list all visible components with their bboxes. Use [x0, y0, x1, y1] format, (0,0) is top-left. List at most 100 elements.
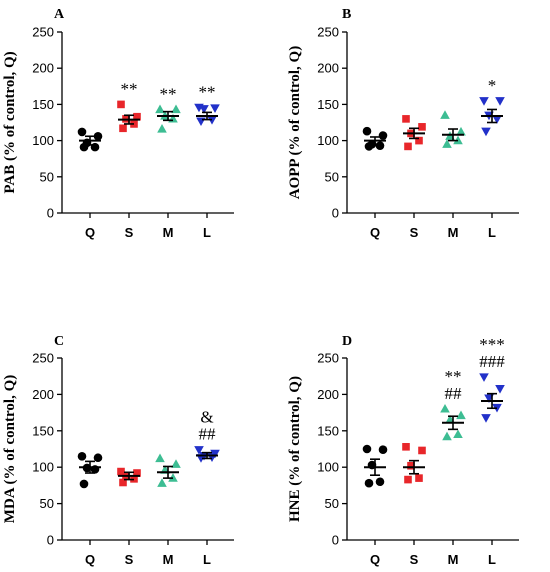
- data-point: [194, 446, 204, 455]
- data-point: [171, 459, 181, 468]
- panel-b: B AOPP (% of control, Q) 0 50 100 150 200 250 Q S…: [287, 7, 519, 240]
- panel-a: A PAB (% of control, Q) 0 50 100 150 200 250 Q S *…: [2, 7, 234, 240]
- data-point: [119, 124, 127, 133]
- data-point: [404, 142, 412, 151]
- data-point: [196, 117, 206, 127]
- significance-label: **: [199, 82, 216, 101]
- data-point: [402, 443, 410, 451]
- y-tick-label: 50: [325, 496, 339, 511]
- panel-letter: A: [54, 7, 65, 22]
- y-tick-label: 100: [32, 460, 54, 475]
- significance-label: *: [488, 76, 497, 95]
- significance-label: ***: [479, 335, 505, 354]
- y-axis-label: PAB (% of control, Q): [2, 51, 18, 193]
- y-tick-label: 150: [317, 423, 339, 438]
- y-tick-label: 0: [47, 533, 54, 548]
- x-tick-label: M: [448, 225, 459, 240]
- data-point: [479, 373, 489, 382]
- x-tick-label: Q: [85, 552, 95, 567]
- x-tick-label: L: [203, 225, 211, 240]
- data-point: [407, 461, 415, 470]
- y-tick-label: 250: [317, 25, 339, 40]
- data-point: [375, 477, 385, 487]
- significance-label: **: [121, 79, 138, 98]
- data-point: [79, 479, 89, 489]
- data-point: [77, 451, 87, 461]
- data-point: [415, 136, 423, 145]
- y-tick-label: 50: [40, 496, 54, 511]
- data-point: [155, 104, 165, 114]
- x-tick-label: L: [488, 225, 496, 240]
- y-tick-label: 100: [317, 460, 339, 475]
- y-axis-label: MDA (% of control, Q): [2, 375, 18, 523]
- y-tick-label: 250: [32, 351, 54, 366]
- y-tick-label: 250: [317, 351, 339, 366]
- data-point: [495, 97, 505, 106]
- data-point: [378, 131, 388, 140]
- data-point: [79, 142, 89, 152]
- data-point: [90, 142, 100, 152]
- data-point: [171, 104, 181, 114]
- panel-letter: C: [54, 334, 64, 349]
- y-tick-label: 0: [47, 206, 54, 221]
- x-tick-label: S: [410, 225, 419, 240]
- data-point: [481, 127, 491, 137]
- data-point: [364, 478, 374, 488]
- data-point: [415, 474, 423, 482]
- x-tick-label: Q: [370, 552, 380, 567]
- y-tick-label: 200: [32, 387, 54, 402]
- data-point: [157, 478, 167, 487]
- y-tick-label: 200: [317, 61, 339, 76]
- x-tick-label: L: [203, 552, 211, 567]
- x-tick-label: Q: [85, 225, 95, 240]
- y-tick-label: 50: [40, 169, 54, 184]
- data-point: [378, 445, 388, 455]
- data-point: [481, 414, 491, 423]
- x-tick-label: S: [410, 552, 419, 567]
- data-point: [77, 127, 87, 137]
- data-point: [456, 126, 466, 136]
- data-point: [133, 469, 141, 477]
- data-point: [495, 384, 505, 394]
- data-point: [440, 110, 450, 119]
- panel-c: C MDA (% of control, Q) 0 50 100 150 200 250 Q S M…: [2, 334, 234, 567]
- data-point: [117, 100, 125, 109]
- data-point: [453, 429, 463, 439]
- panel-d: D HNE (% of control, Q) 0 50 100 150 200 250 Q S M…: [287, 334, 519, 567]
- data-point: [479, 97, 489, 106]
- y-tick-label: 0: [332, 533, 339, 548]
- x-tick-label: M: [448, 552, 459, 567]
- x-tick-label: Q: [370, 225, 380, 240]
- data-point: [199, 105, 209, 114]
- data-point: [210, 104, 220, 114]
- data-point: [442, 431, 452, 441]
- data-point: [442, 139, 452, 148]
- data-point: [133, 112, 141, 121]
- significance-label: **: [160, 84, 177, 103]
- x-tick-label: S: [125, 225, 134, 240]
- x-tick-label: S: [125, 552, 134, 567]
- data-point: [362, 126, 372, 136]
- y-tick-label: 0: [332, 206, 339, 221]
- data-point: [492, 115, 502, 124]
- y-axis-label: HNE (% of control, Q): [287, 376, 303, 522]
- data-point: [375, 141, 385, 150]
- significance-label: ##: [445, 384, 463, 403]
- data-point: [157, 124, 167, 133]
- y-tick-label: 100: [32, 133, 54, 148]
- data-point: [362, 444, 372, 454]
- data-point: [364, 142, 374, 151]
- y-axis-label: AOPP (% of control, Q): [287, 46, 303, 199]
- significance-label: &: [200, 408, 213, 427]
- y-tick-label: 150: [32, 423, 54, 438]
- data-point: [440, 403, 450, 413]
- data-point: [404, 475, 412, 484]
- y-tick-label: 100: [317, 133, 339, 148]
- data-point: [418, 446, 426, 455]
- data-point: [456, 410, 466, 420]
- y-tick-label: 250: [32, 25, 54, 40]
- y-tick-label: 150: [32, 97, 54, 112]
- data-point: [119, 478, 127, 487]
- y-tick-label: 200: [32, 61, 54, 76]
